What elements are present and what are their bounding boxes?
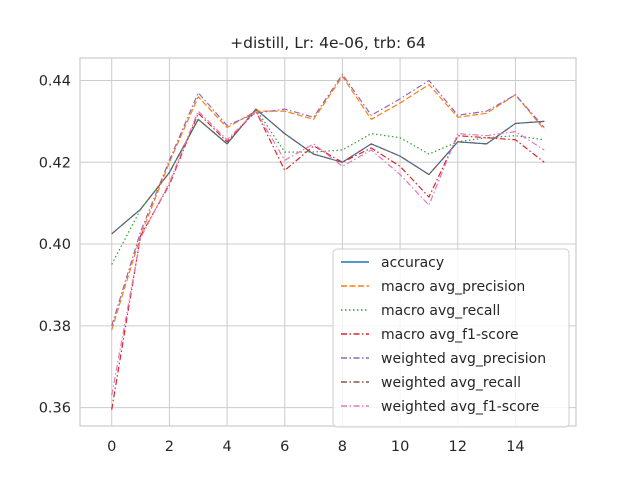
legend-label: weighted avg_recall (381, 375, 521, 391)
legend-box (332, 248, 570, 428)
x-tick-label: 12 (449, 439, 467, 455)
legend-label: macro avg_precision (381, 279, 525, 295)
legend-label: accuracy (381, 255, 444, 271)
series-line-macro-avg-f1-score (111, 110, 545, 410)
y-tick-label: 0.40 (39, 237, 71, 253)
series-line-weighted-avg-f1-score (111, 110, 545, 396)
legend-label: weighted avg_precision (381, 351, 546, 367)
x-tick-label: 4 (222, 439, 231, 455)
x-tick-label: 2 (165, 439, 174, 455)
y-axis-ticks: 0.36 0.38 0.40 0.42 0.44 (39, 73, 71, 416)
x-axis-ticks: 0 2 4 6 8 10 12 14 (107, 439, 525, 455)
x-tick-label: 6 (280, 439, 289, 455)
x-tick-label: 0 (107, 439, 116, 455)
y-tick-label: 0.38 (39, 319, 71, 335)
y-tick-label: 0.36 (39, 401, 71, 417)
x-tick-label: 14 (506, 439, 524, 455)
legend-label: macro avg_f1-score (381, 327, 519, 343)
chart-title: +distill, Lr: 4e-06, trb: 64 (230, 34, 426, 52)
series-line-weighted-avg-recall (111, 108, 545, 235)
x-tick-label: 10 (391, 439, 409, 455)
series-line-macro-avg-precision (111, 75, 545, 331)
series-layer (111, 73, 545, 410)
plot-area-frame (79, 57, 577, 427)
legend-label: weighted avg_f1-score (381, 399, 539, 415)
legend-label: macro avg_recall (381, 303, 500, 319)
y-tick-label: 0.42 (39, 155, 71, 171)
y-tick-label: 0.44 (39, 73, 71, 89)
series-line-weighted-avg-precision (111, 73, 545, 326)
x-tick-label: 8 (338, 439, 347, 455)
